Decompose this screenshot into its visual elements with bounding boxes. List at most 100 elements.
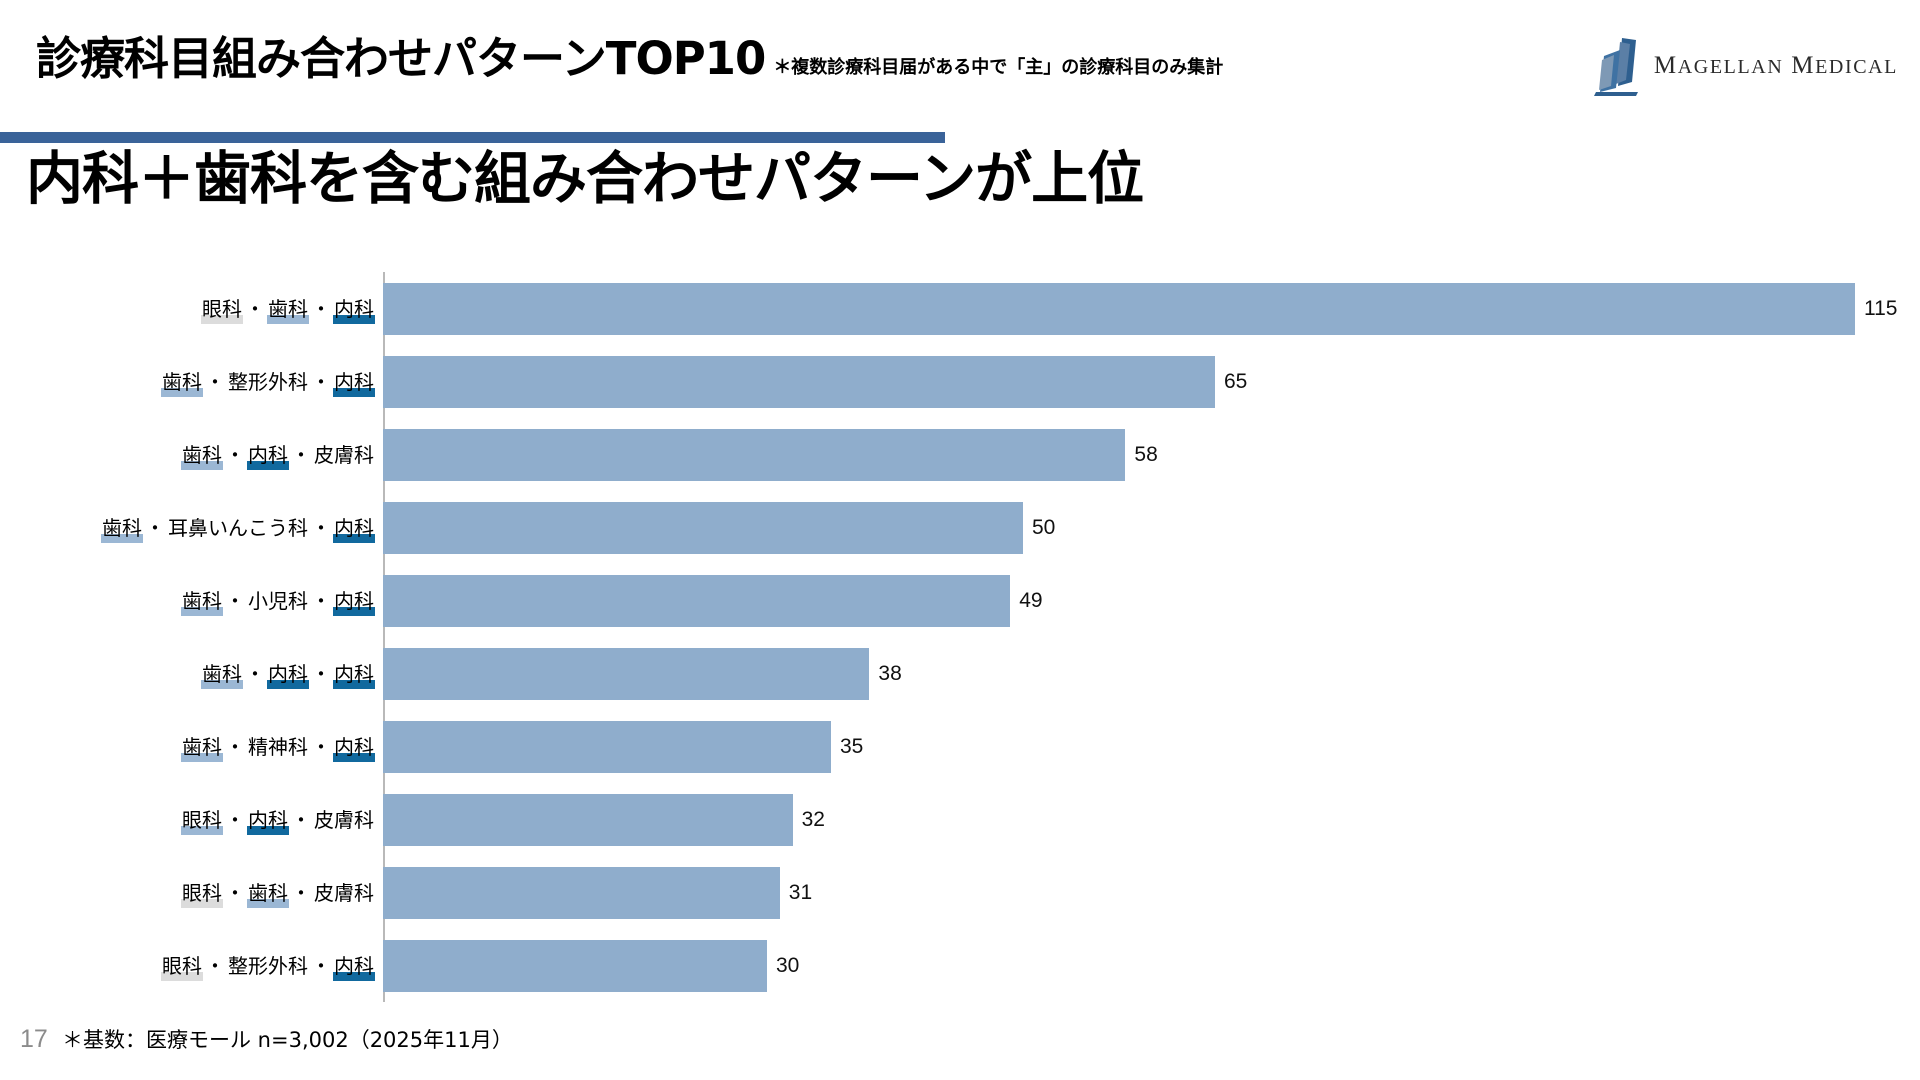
title-annotation: ＊複数診療科目届がある中で「主」の診療科目のみ集計 [773, 57, 1224, 78]
bar-value-label: 115 [1864, 296, 1898, 320]
label-highlight [333, 606, 375, 616]
label-separator: ・ [225, 880, 245, 905]
bar-value-label: 49 [1019, 588, 1043, 612]
label-token-text: 内科 [334, 661, 374, 686]
label-highlight [201, 679, 243, 689]
page-title: 診療科目組み合わせパターンTOP10 [36, 32, 766, 85]
bar-value-label: 50 [1032, 515, 1056, 539]
logo-edical: EDICAL [1815, 56, 1898, 78]
chart-row: 歯科・精神科・内科 35 [0, 710, 1920, 783]
bar-container: 58 [383, 418, 1920, 491]
logo-m1: M [1653, 52, 1678, 79]
bar [383, 574, 1011, 627]
label-highlight [201, 314, 243, 324]
logo-m2: M [1791, 52, 1816, 79]
label-separator: ・ [311, 661, 331, 686]
label-token: 歯科 [181, 443, 223, 470]
label-separator: ・ [245, 296, 265, 321]
label-highlight [181, 606, 223, 616]
label-highlight [333, 533, 375, 543]
chart-row: 歯科・耳鼻いんこう科・内科 50 [0, 491, 1920, 564]
label-token: 歯科 [181, 734, 223, 762]
bar [383, 355, 1215, 408]
label-token: 内科 [267, 661, 309, 689]
label-highlight [161, 387, 203, 397]
bar [383, 793, 793, 846]
sail-logo-icon [1592, 36, 1644, 96]
label-token-text: 耳鼻いんこう科 [168, 515, 308, 540]
bar [383, 647, 870, 700]
label-separator: ・ [291, 880, 311, 905]
label-token-text: 歯科 [182, 734, 222, 759]
label-token: 内科 [333, 369, 375, 397]
label-token-text: 内科 [334, 369, 374, 394]
bar-container: 115 [383, 272, 1920, 345]
label-highlight [247, 460, 289, 470]
label-token-text: 眼科 [182, 807, 222, 832]
category-label: 歯科・精神科・内科 [0, 734, 383, 762]
label-token: 内科 [247, 807, 289, 835]
bar-value-label: 58 [1134, 442, 1158, 466]
label-highlight [333, 752, 375, 762]
label-token: 眼科 [181, 807, 223, 835]
label-token: 内科 [333, 516, 375, 543]
bar-container: 49 [383, 564, 1920, 637]
label-token-text: 眼科 [202, 296, 242, 321]
category-label: 眼科・歯科・内科 [0, 296, 383, 324]
category-label: 眼科・歯科・皮膚科 [0, 880, 383, 908]
category-label: 眼科・整形外科・内科 [0, 953, 383, 981]
label-token: 歯科 [267, 297, 309, 324]
label-token: 精神科 [247, 735, 309, 759]
label-token: 内科 [333, 735, 375, 762]
title-underline-rule [0, 132, 945, 143]
category-label: 歯科・整形外科・内科 [0, 369, 383, 397]
label-token: 皮膚科 [313, 443, 375, 467]
chart-row: 眼科・歯科・内科 115 [0, 272, 1920, 345]
label-token: 整形外科 [227, 370, 309, 394]
category-label: 歯科・内科・皮膚科 [0, 442, 383, 470]
bar [383, 720, 831, 773]
label-highlight [101, 533, 143, 543]
label-token-text: 内科 [268, 661, 308, 686]
label-token: 内科 [247, 443, 289, 470]
slide-footer: 17 ＊基数：医療モール n=3,002（2025年11月） [0, 1022, 1920, 1056]
chart-row: 眼科・歯科・皮膚科 31 [0, 856, 1920, 929]
label-highlight [333, 679, 375, 689]
label-highlight [181, 460, 223, 470]
label-token: 歯科 [181, 589, 223, 616]
label-token-text: 内科 [334, 953, 374, 978]
label-separator: ・ [205, 369, 225, 394]
label-separator: ・ [291, 442, 311, 467]
label-token-text: 皮膚科 [314, 807, 374, 832]
category-axis-line [383, 272, 385, 1002]
bar-container: 35 [383, 710, 1920, 783]
label-separator: ・ [245, 661, 265, 686]
label-token-text: 内科 [248, 807, 288, 832]
label-separator: ・ [225, 807, 245, 832]
chart-row: 歯科・整形外科・内科 65 [0, 345, 1920, 418]
label-highlight [267, 314, 309, 324]
label-token-text: 内科 [334, 588, 374, 613]
label-highlight [247, 898, 289, 908]
label-token-text: 小児科 [248, 588, 308, 613]
chart-row: 歯科・小児科・内科 49 [0, 564, 1920, 637]
chart-row: 眼科・内科・皮膚科 32 [0, 783, 1920, 856]
label-token: 皮膚科 [313, 808, 375, 832]
label-highlight [181, 825, 223, 835]
label-token-text: 内科 [334, 296, 374, 321]
slide-header: 診療科目組み合わせパターンTOP10 ＊複数診療科目届がある中で「主」の診療科目… [0, 0, 1920, 143]
chart-rows: 眼科・歯科・内科 115 歯科・整形外科・内科 65 歯科・内科・皮膚科 58 歯科・耳鼻い… [0, 272, 1920, 1002]
footnote: ＊基数：医療モール n=3,002（2025年11月） [62, 1028, 513, 1052]
bar-chart: 眼科・歯科・内科 115 歯科・整形外科・内科 65 歯科・内科・皮膚科 58 歯科・耳鼻い… [0, 272, 1920, 1002]
chart-row: 歯科・内科・内科 38 [0, 637, 1920, 710]
category-label: 歯科・内科・内科 [0, 661, 383, 689]
label-token-text: 眼科 [162, 953, 202, 978]
bar [383, 501, 1023, 554]
label-highlight [333, 314, 375, 324]
label-token: 内科 [333, 588, 375, 616]
label-token: 眼科 [161, 953, 203, 981]
label-highlight [333, 971, 375, 981]
bar [383, 939, 767, 992]
label-separator: ・ [205, 953, 225, 978]
